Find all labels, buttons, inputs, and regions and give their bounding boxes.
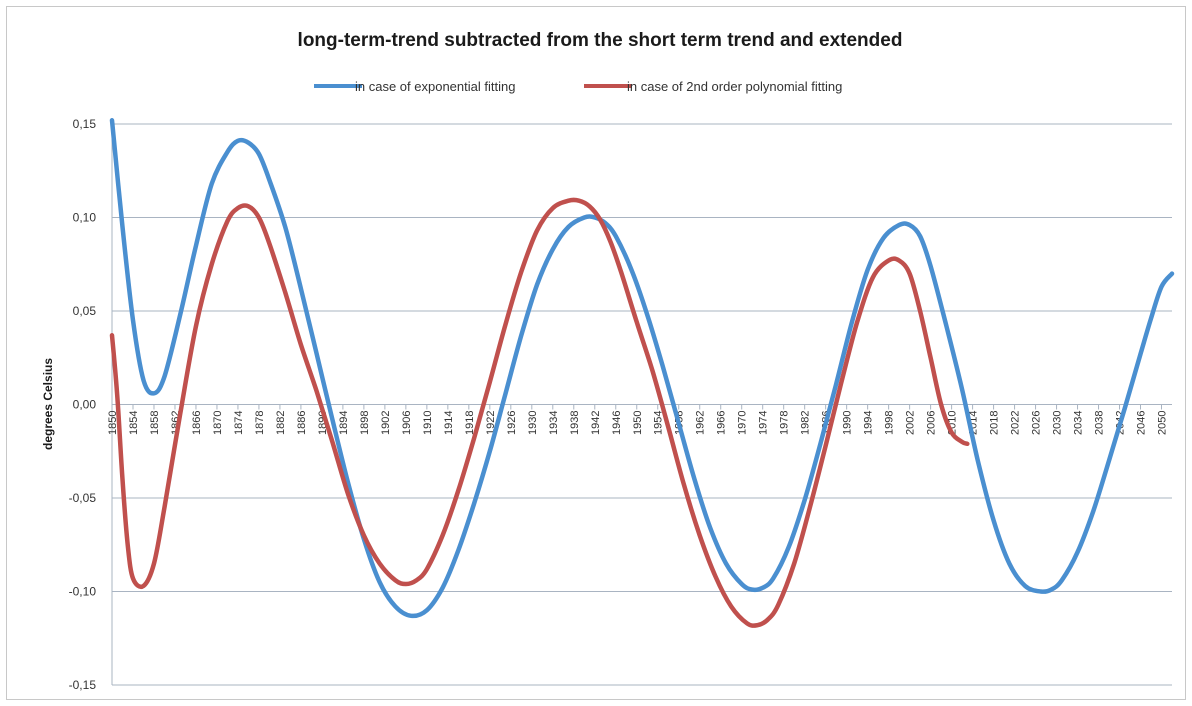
x-tick-label: 2026 [1031, 411, 1043, 435]
x-tick-label: 1902 [380, 411, 392, 435]
x-tick-label: 1974 [758, 411, 770, 435]
x-tick-label: 1930 [527, 411, 539, 435]
x-tick-label: 1906 [401, 411, 413, 435]
x-tick-label: 1954 [653, 411, 665, 435]
series-line-exponential [109, 118, 1175, 619]
x-tick-label: 1926 [506, 411, 518, 435]
legend-label-exponential: in case of exponential fitting [355, 79, 515, 94]
x-tick-label: 1882 [275, 411, 287, 435]
y-tick-label: 0,05 [73, 304, 97, 318]
x-axis-ticks: 1850 1854 1858 1862 1866 1870 1874 1878 1882 1886… [107, 404, 1169, 435]
y-axis-ticks: 0,15 0,10 0,05 0,00 -0,05 -0,10 -0,15 [69, 117, 97, 692]
x-tick-label: 1990 [842, 411, 854, 435]
x-tick-label: 1854 [128, 411, 140, 435]
legend-label-polynomial: in case of 2nd order polynomial fitting [627, 79, 842, 94]
x-tick-label: 2034 [1073, 411, 1085, 435]
x-tick-label: 1874 [233, 411, 245, 435]
x-tick-label: 1878 [254, 411, 266, 435]
y-tick-label: 0,15 [73, 117, 97, 131]
series-line-polynomial [109, 197, 970, 628]
x-tick-label: 2050 [1157, 411, 1169, 435]
y-tick-label: -0,10 [69, 585, 97, 599]
x-tick-label: 1946 [611, 411, 623, 435]
x-tick-label: 1962 [695, 411, 707, 435]
x-tick-label: 1934 [548, 411, 560, 435]
x-tick-label: 1970 [737, 411, 749, 435]
x-tick-label: 1966 [716, 411, 728, 435]
chart-frame [6, 6, 1186, 700]
series-group [109, 118, 1175, 628]
x-tick-label: 1914 [443, 411, 455, 435]
x-tick-label: 1894 [338, 411, 350, 435]
x-tick-label: 1950 [632, 411, 644, 435]
x-tick-label: 2022 [1010, 411, 1022, 435]
x-tick-label: 1994 [863, 411, 875, 435]
y-tick-label: -0,15 [69, 678, 97, 692]
x-tick-label: 2030 [1052, 411, 1064, 435]
y-tick-label: 0,10 [73, 211, 97, 225]
x-tick-label: 1858 [149, 411, 161, 435]
x-tick-label: 1938 [569, 411, 581, 435]
x-tick-label: 2006 [926, 411, 938, 435]
x-tick-label: 2046 [1136, 411, 1148, 435]
y-tick-label: 0,00 [73, 398, 97, 412]
chart-title: long-term-trend subtracted from the shor… [298, 30, 903, 51]
x-tick-label: 1918 [464, 411, 476, 435]
x-tick-label: 1910 [422, 411, 434, 435]
x-tick-label: 1870 [212, 411, 224, 435]
x-tick-label: 1850 [107, 411, 119, 435]
x-tick-label: 2018 [989, 411, 1001, 435]
x-tick-label: 2002 [905, 411, 917, 435]
y-axis-label: degrees Celsius [41, 358, 55, 450]
x-tick-label: 1886 [296, 411, 308, 435]
x-tick-label: 1998 [884, 411, 896, 435]
y-tick-label: -0,05 [69, 491, 97, 505]
x-tick-label: 1942 [590, 411, 602, 435]
legend: in case of exponential fitting in case o… [314, 79, 842, 94]
x-tick-label: 2038 [1094, 411, 1106, 435]
x-tick-label: 1982 [800, 411, 812, 435]
x-tick-label: 1898 [359, 411, 371, 435]
x-tick-label: 1978 [779, 411, 791, 435]
x-tick-label: 1866 [191, 411, 203, 435]
gridlines [111, 123, 1172, 686]
